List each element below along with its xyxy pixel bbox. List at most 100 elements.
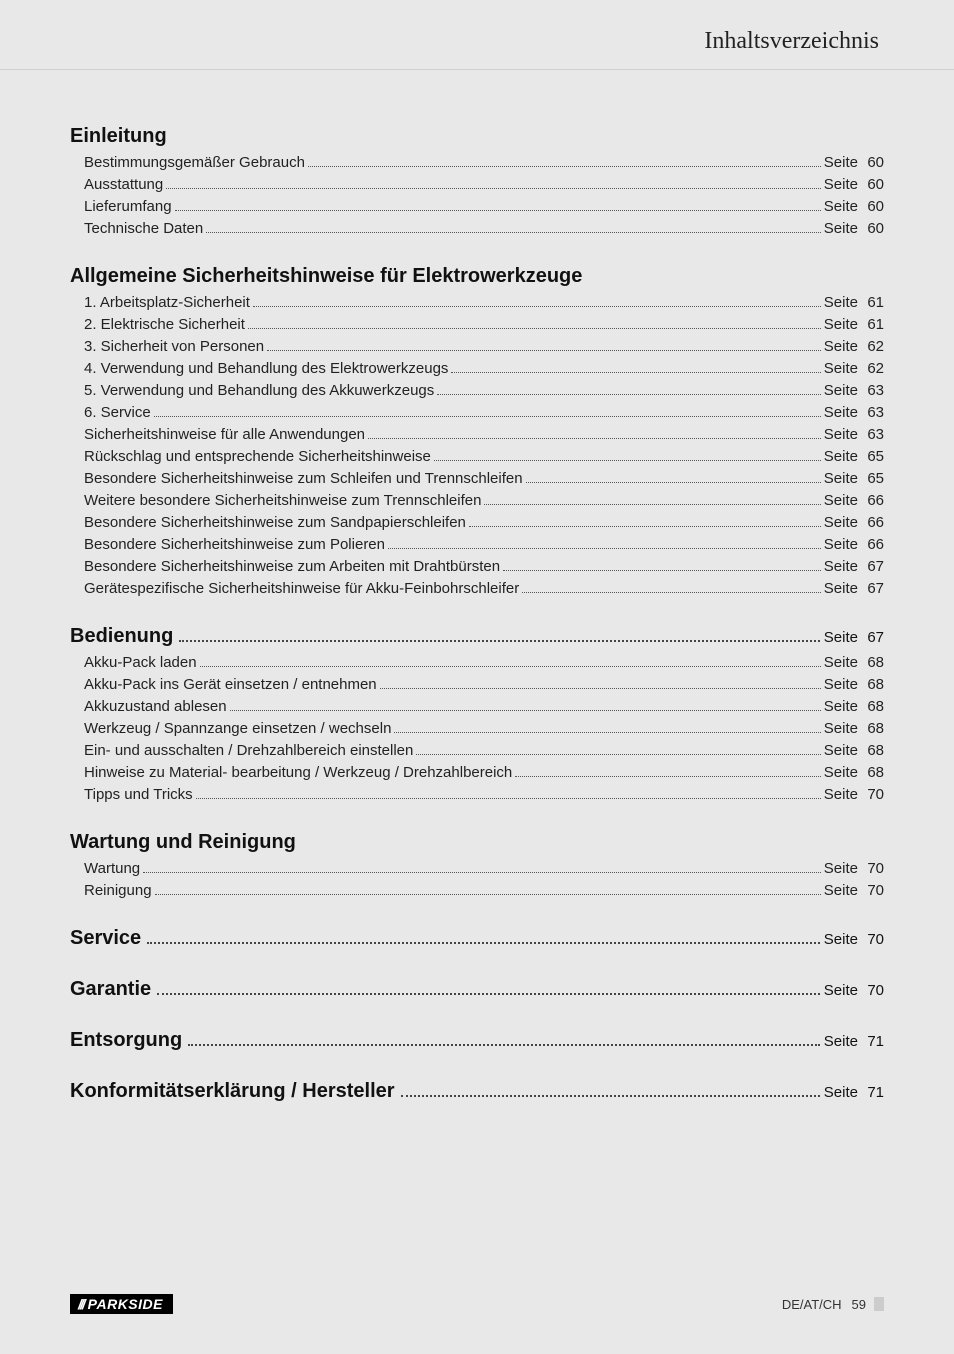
footer-marker	[874, 1297, 884, 1311]
toc-item-label: Ausstattung	[84, 176, 163, 193]
leader-dots	[206, 232, 821, 233]
toc-item-label: Besondere Sicherheitshinweise zum Arbeit…	[84, 558, 500, 575]
page-number: 60	[862, 176, 884, 193]
toc-item-page: Seite68	[824, 742, 884, 759]
toc-item-label: Reinigung	[84, 882, 152, 899]
page-number: 60	[862, 154, 884, 171]
toc-section-header: EntsorgungSeite71	[70, 1029, 884, 1052]
toc-item-page: Seite68	[824, 698, 884, 715]
toc-item: LieferumfangSeite60	[70, 198, 884, 215]
toc-item-page: Seite68	[824, 676, 884, 693]
page-number: 62	[862, 360, 884, 377]
page-label: Seite	[824, 1033, 862, 1050]
page-label: Seite	[824, 426, 862, 443]
leader-dots	[394, 732, 820, 733]
toc-item-page: Seite62	[824, 338, 884, 355]
toc-section: Konformitätserklärung / HerstellerSeite7…	[70, 1080, 884, 1103]
toc-item: Akkuzustand ablesenSeite68	[70, 698, 884, 715]
toc-item-label: Ein- und ausschalten / Drehzahlbereich e…	[84, 742, 413, 759]
toc-item: Besondere Sicherheitshinweise zum Schlei…	[70, 470, 884, 487]
page-number: 68	[862, 742, 884, 759]
toc-section-title: Konformitätserklärung / Hersteller	[70, 1080, 395, 1103]
toc-item: Ein- und ausschalten / Drehzahlbereich e…	[70, 742, 884, 759]
toc-item-label: Sicherheitshinweise für alle Anwendungen	[84, 426, 365, 443]
toc-item-label: Tipps und Tricks	[84, 786, 193, 803]
page-label: Seite	[824, 720, 862, 737]
leader-dots	[308, 166, 821, 167]
page-number: 60	[862, 220, 884, 237]
page-number: 66	[862, 536, 884, 553]
toc-section-page: Seite67	[824, 629, 884, 646]
leader-dots	[368, 438, 821, 439]
page-number: 70	[862, 882, 884, 899]
page-number: 68	[862, 698, 884, 715]
footer-page-number: 59	[842, 1297, 866, 1312]
toc-section-page: Seite70	[824, 982, 884, 999]
page-number: 67	[862, 580, 884, 597]
leader-dots	[515, 776, 821, 777]
page-label: Seite	[824, 470, 862, 487]
leader-dots	[388, 548, 821, 549]
leader-dots	[147, 942, 820, 944]
toc-section-header: BedienungSeite67	[70, 625, 884, 648]
page-number: 70	[862, 931, 884, 948]
toc-item-page: Seite68	[824, 720, 884, 737]
toc-item: Rückschlag und entsprechende Sicherheits…	[70, 448, 884, 465]
toc-item: ReinigungSeite70	[70, 882, 884, 899]
toc-item-label: Wartung	[84, 860, 140, 877]
page-label: Seite	[824, 982, 862, 999]
page-label: Seite	[824, 676, 862, 693]
header-bar: Inhaltsverzeichnis	[0, 0, 954, 70]
page-number: 60	[862, 198, 884, 215]
page-label: Seite	[824, 764, 862, 781]
toc-item-label: Technische Daten	[84, 220, 203, 237]
page-number: 66	[862, 514, 884, 531]
page-label: Seite	[824, 514, 862, 531]
toc-item-label: 2. Elektrische Sicherheit	[84, 316, 245, 333]
toc-item-page: Seite62	[824, 360, 884, 377]
toc-item-label: Werkzeug / Spannzange einsetzen / wechse…	[84, 720, 391, 737]
toc-section: EntsorgungSeite71	[70, 1029, 884, 1052]
toc-section-header: Konformitätserklärung / HerstellerSeite7…	[70, 1080, 884, 1103]
toc-item-label: 6. Service	[84, 404, 151, 421]
leader-dots	[154, 416, 821, 417]
page-label: Seite	[824, 176, 862, 193]
page-number: 62	[862, 338, 884, 355]
leader-dots	[200, 666, 821, 667]
page-number: 67	[862, 558, 884, 575]
toc-item: Ausstattung Seite60	[70, 176, 884, 193]
footer-region: DE/AT/CH	[782, 1297, 842, 1312]
toc-item-page: Seite60	[824, 176, 884, 193]
page-label: Seite	[824, 404, 862, 421]
toc-section: GarantieSeite70	[70, 978, 884, 1001]
page-number: 65	[862, 470, 884, 487]
page-number: 61	[862, 294, 884, 311]
toc-item: Besondere Sicherheitshinweise zum Sandpa…	[70, 514, 884, 531]
toc-item: 4. Verwendung und Behandlung des Elektro…	[70, 360, 884, 377]
toc-item-page: Seite67	[824, 580, 884, 597]
page-label: Seite	[824, 654, 862, 671]
toc-item-page: Seite60	[824, 198, 884, 215]
toc-item-page: Seite63	[824, 426, 884, 443]
page-label: Seite	[824, 448, 862, 465]
toc-item-page: Seite60	[824, 154, 884, 171]
toc-item: Tipps und TricksSeite70	[70, 786, 884, 803]
page-number: 70	[862, 860, 884, 877]
page-number: 68	[862, 676, 884, 693]
toc-item: Besondere Sicherheitshinweise zum Polier…	[70, 536, 884, 553]
toc-content: EinleitungBestimmungsgemäßer GebrauchSei…	[0, 70, 954, 1103]
toc-section-header: Allgemeine Sicherheitshinweise für Elekt…	[70, 265, 884, 288]
page-number: 71	[862, 1084, 884, 1101]
page-label: Seite	[824, 536, 862, 553]
toc-item-label: Gerätespezifische Sicherheitshinweise fü…	[84, 580, 519, 597]
page-number: 70	[862, 982, 884, 999]
toc-item-label: Akku-Pack laden	[84, 654, 197, 671]
leader-dots	[166, 188, 821, 189]
leader-dots	[434, 460, 821, 461]
brand-logo: ///PARKSIDE	[70, 1294, 173, 1314]
toc-section-header: Einleitung	[70, 125, 884, 148]
leader-dots	[484, 504, 820, 505]
page-number: 65	[862, 448, 884, 465]
brand-text: PARKSIDE	[88, 1296, 163, 1312]
page-number: 63	[862, 426, 884, 443]
